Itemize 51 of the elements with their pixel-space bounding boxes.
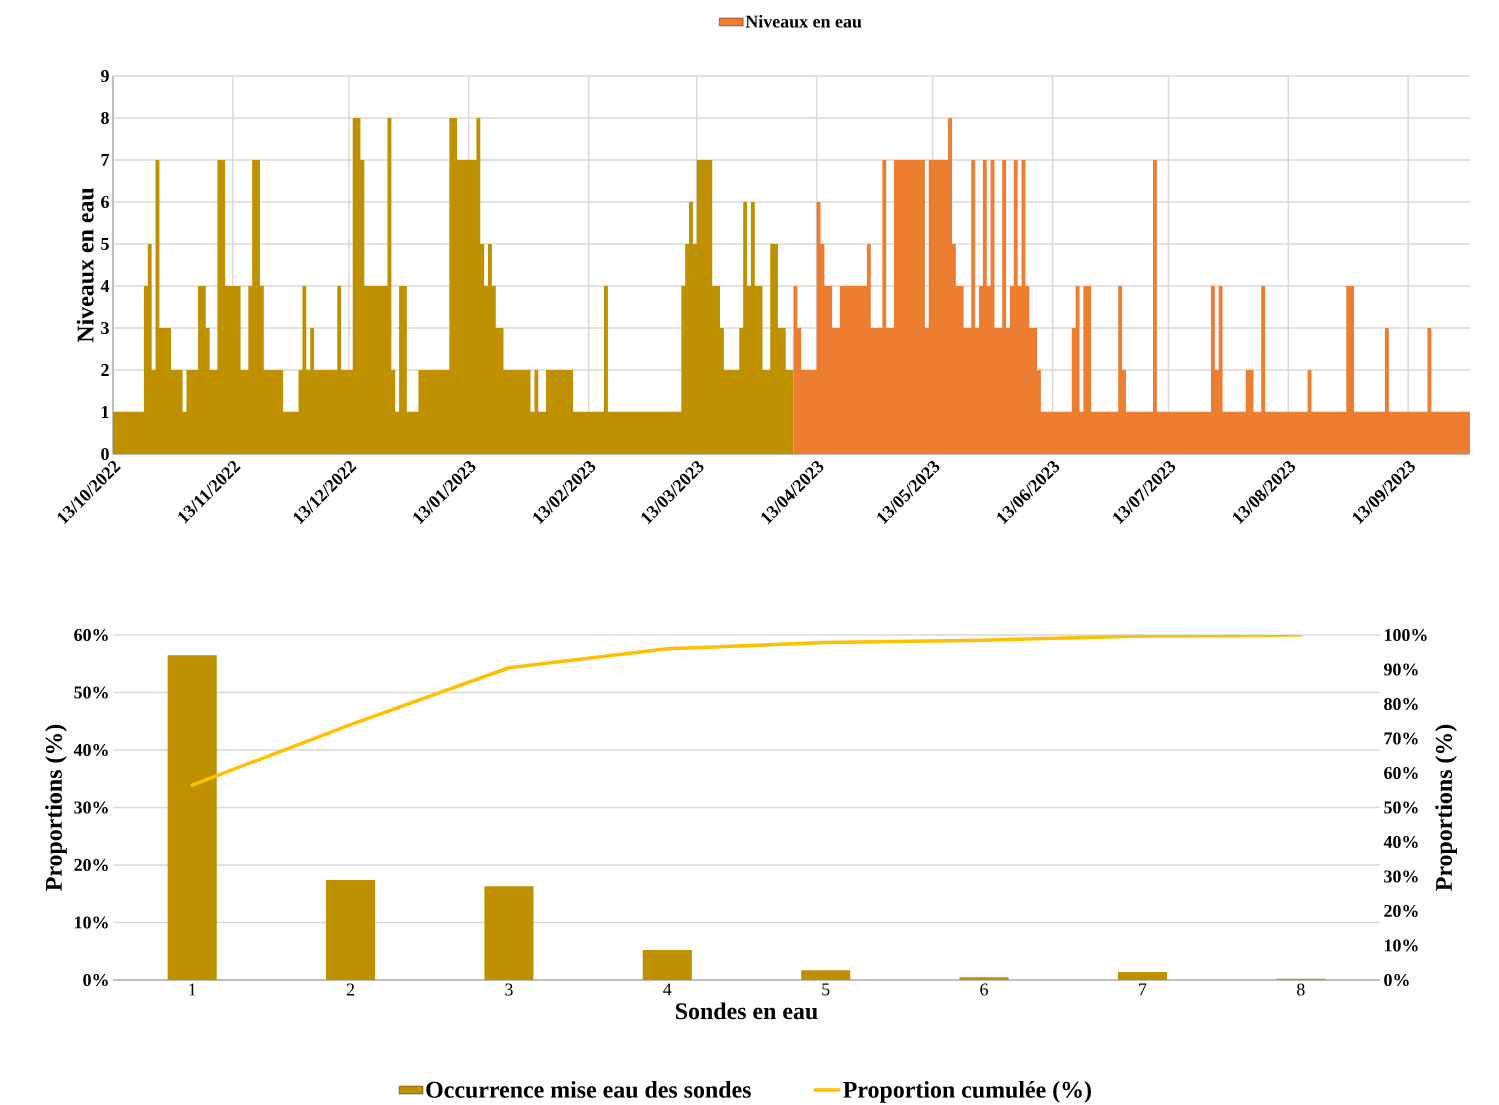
x-tick-label: 4 [663, 983, 672, 996]
bar [801, 970, 851, 980]
x-tick-label: 3 [505, 983, 513, 996]
y-tick-label: 60% [74, 628, 108, 642]
x-tick-label: 6 [980, 983, 989, 996]
y-axis-title: Niveaux en eau [76, 187, 94, 343]
y-tick-label: 5 [101, 238, 109, 250]
x-tick-label: 8 [1297, 983, 1305, 996]
legend-label: Occurrence mise eau des sondes [426, 1081, 751, 1098]
bar [959, 977, 1009, 980]
y2-tick-label: 50% [1384, 801, 1418, 814]
x-tick-label: 2 [346, 983, 355, 996]
y2-tick-label: 80% [1384, 697, 1418, 711]
y-tick-label: 7 [101, 154, 110, 166]
y-tick-label: 0% [83, 973, 108, 987]
line-series [190, 635, 1303, 787]
y-tick-label: 9 [101, 69, 109, 83]
x-axis-title: Sondes en eau [676, 1002, 818, 1020]
y2-tick-label: 0% [1384, 973, 1409, 987]
y2-tick-label: 70% [1384, 732, 1418, 745]
y2-tick-label: 100% [1384, 628, 1427, 642]
bar [326, 879, 376, 980]
y-tick-label: 20% [74, 858, 108, 872]
y-tick-label: 40% [73, 743, 108, 757]
bar [167, 655, 217, 980]
y-tick-label: 2 [101, 364, 109, 376]
y-tick-label: 0 [101, 447, 109, 461]
y-tick-label: 6 [101, 195, 109, 209]
bar [484, 886, 534, 980]
y2-tick-label: 60% [1384, 766, 1418, 780]
y2-tick-label: 20% [1384, 904, 1418, 918]
y2-tick-label: 90% [1384, 663, 1418, 676]
legend-label: Niveaux en eau [745, 14, 862, 28]
y-tick-label: 1 [101, 406, 109, 418]
y2-tick-label: 40% [1383, 835, 1418, 849]
y-tick-label: 4 [100, 280, 110, 292]
legend-label: Proportion cumulée (%) [843, 1081, 1091, 1103]
y2-axis-title: Proportions (%) [1435, 724, 1457, 891]
x-tick-label: 5 [822, 983, 830, 996]
y-tick-label: 8 [101, 111, 109, 125]
y-tick-label: 3 [101, 321, 109, 335]
y2-tick-label: 10% [1384, 939, 1418, 952]
x-tick-label: 7 [1139, 983, 1147, 996]
y-tick-label: 30% [74, 801, 108, 814]
y-axis-title: Proportions (%) [45, 724, 67, 891]
bar [1117, 971, 1167, 980]
y-tick-label: 50% [74, 686, 108, 699]
bar [642, 950, 692, 980]
x-tick-label: 1 [189, 983, 196, 996]
y2-tick-label: 30% [1384, 870, 1418, 883]
y-tick-label: 10% [75, 916, 108, 929]
